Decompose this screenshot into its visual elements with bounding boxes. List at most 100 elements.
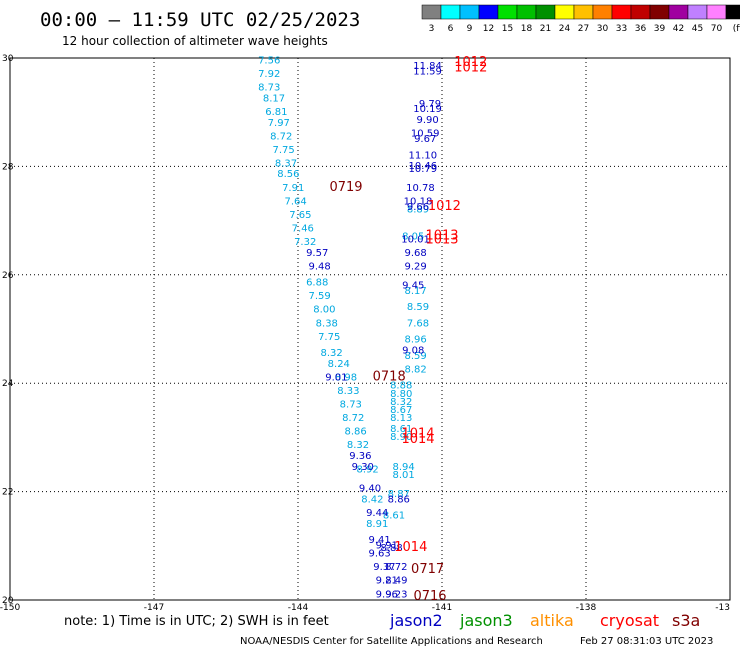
data-point-label: 9.08 [402, 345, 424, 356]
data-point-label: 8.73 [340, 400, 362, 411]
scale-swatch [478, 4, 499, 20]
data-point-label: 8.89 [407, 204, 429, 215]
data-point-label: 1014 [401, 426, 434, 441]
data-point-label: 8.67 [390, 405, 412, 416]
data-point-label: 1014 [394, 540, 427, 555]
data-point-label: 8.98 [335, 372, 357, 383]
data-point-label: 9.23 [385, 589, 407, 600]
scale-label: 39 [654, 24, 666, 34]
data-point-label: 9.57 [306, 248, 328, 259]
data-point-label: 11.10 [408, 150, 437, 161]
data-point-label: 9.29 [404, 261, 426, 272]
data-point-label: 8.91 [366, 519, 388, 530]
data-point-label: 10.01 [401, 234, 430, 245]
scale-label: 6 [448, 24, 454, 34]
scale-swatch [440, 4, 461, 20]
scale-swatch [554, 4, 575, 20]
x-tick-label: -147 [144, 603, 164, 613]
data-point-label: 8.24 [328, 359, 350, 370]
scale-swatch [687, 4, 708, 20]
data-point-label: 0717 [411, 562, 444, 577]
data-point-label: 8.05 [402, 232, 424, 243]
data-point-label: 8.33 [337, 386, 359, 397]
scale-swatch [516, 4, 537, 20]
scale-label: 36 [635, 24, 647, 34]
data-labels: 7.567.928.738.176.817.978.727.758.378.56… [258, 55, 487, 604]
data-point-label: 9.63 [368, 549, 390, 560]
data-point-label: 8.96 [404, 335, 426, 346]
scale-swatch [611, 4, 632, 20]
y-tick-label: 20 [2, 596, 14, 606]
data-point-label: 8.72 [385, 562, 407, 573]
scale-label: 18 [521, 24, 533, 34]
data-point-label: 9.41 [368, 535, 390, 546]
data-point-label: 9.96 [376, 589, 398, 600]
y-tick-label: 24 [2, 379, 14, 389]
data-point-label: 9.21 [376, 576, 398, 587]
satellite-label-jason3: jason3 [459, 611, 513, 630]
data-point-label: 10.59 [411, 129, 440, 140]
scale-label: 27 [578, 24, 589, 34]
data-point-label: 8.00 [313, 305, 335, 316]
y-tick-label: 28 [2, 162, 14, 172]
x-tick-labels: -150 -147 -144 -141 -138 -13 [0, 603, 730, 613]
data-point-label: 8.82 [404, 364, 426, 375]
scale-label: 45 [692, 24, 703, 34]
scale-label: 3 [429, 24, 435, 34]
data-point-label: 8.94 [392, 462, 414, 473]
data-point-label: 8.92 [356, 465, 378, 476]
scale-label: 70 [711, 24, 723, 34]
data-point-label: 7.75 [318, 332, 340, 343]
data-point-label: 8.01 [392, 470, 414, 481]
data-point-label: 8.87 [388, 489, 410, 500]
data-point-label: 1012 [428, 199, 461, 214]
data-point-label: 7.56 [258, 55, 280, 66]
data-point-label: 8.32 [390, 397, 412, 408]
grid-lines [10, 58, 730, 600]
data-point-label: 7.59 [308, 291, 330, 302]
chart-title: 00:00 – 11:59 UTC 02/25/2023 [40, 9, 360, 31]
data-point-label: 1014 [401, 432, 434, 447]
plot-frame [9, 57, 731, 601]
y-tick-label: 22 [2, 488, 13, 498]
data-point-label: 7.64 [284, 196, 306, 207]
satellite-legend: jason2 jason3 altika cryosat s3a [389, 611, 700, 630]
scale-swatch [592, 4, 613, 20]
scale-swatch [706, 4, 727, 20]
data-point-label: 8.13 [390, 413, 412, 424]
data-point-label: 7.75 [272, 145, 294, 156]
data-point-label: 9.48 [308, 261, 330, 272]
data-point-label: 8.56 [277, 169, 299, 180]
data-point-label: 9.68 [404, 248, 426, 259]
data-point-label: 8.88 [380, 543, 402, 554]
data-point-label: 9.36 [349, 451, 371, 462]
satellite-label-jason2: jason2 [389, 611, 443, 630]
data-point-label: 8.73 [258, 83, 280, 94]
data-point-label: 8.80 [390, 389, 412, 400]
data-point-label: 9.91 [376, 541, 398, 552]
scale-swatch [421, 4, 442, 20]
data-point-label: 8.90 [390, 432, 412, 443]
data-point-label: 9.45 [402, 280, 424, 291]
data-point-label: 8.61 [390, 424, 412, 435]
data-point-label: 8.49 [385, 576, 407, 587]
data-point-label: 8.17 [263, 93, 285, 104]
credit-text: NOAA/NESDIS Center for Satellite Applica… [240, 636, 543, 647]
data-point-label: 10.46 [408, 161, 437, 172]
data-point-label: 9.01 [325, 372, 347, 383]
data-point-label: 8.37 [275, 158, 297, 169]
data-point-label: 8.42 [361, 494, 383, 505]
data-point-label: 8.59 [407, 302, 429, 313]
data-point-label: 8.86 [344, 427, 366, 438]
data-point-label: 9.90 [416, 115, 438, 126]
data-point-label: 9.66 [407, 202, 429, 213]
scale-label: 42 [673, 24, 684, 34]
data-point-label: 10.78 [406, 183, 435, 194]
data-point-label: 1012 [454, 55, 487, 70]
y-tick-labels: 30 28 26 24 22 20 [2, 54, 14, 606]
data-point-label: 8.38 [316, 318, 338, 329]
data-point-label: 7.65 [289, 210, 311, 221]
data-point-label: 1013 [425, 232, 458, 247]
